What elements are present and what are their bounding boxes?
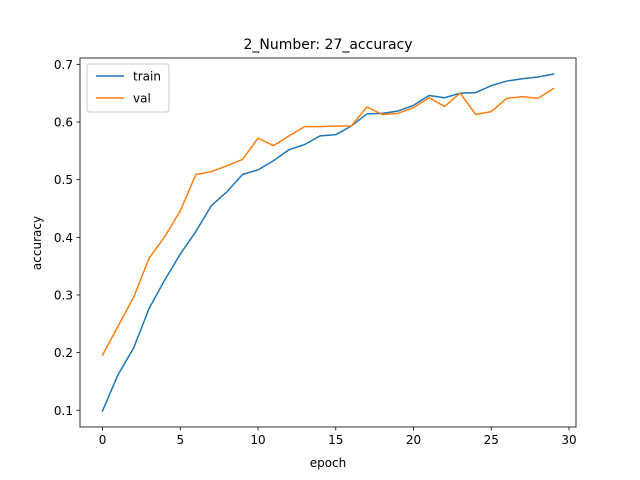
x-tick-label: 10	[250, 433, 265, 447]
x-tick-label: 30	[561, 433, 576, 447]
y-tick-label: 0.1	[54, 404, 73, 418]
y-tick-label: 0.6	[54, 115, 73, 129]
legend-label-val: val	[133, 92, 151, 106]
series-line-val	[101, 87, 555, 356]
x-tick-label: 25	[484, 433, 499, 447]
series-line-train	[101, 73, 555, 412]
legend: train val	[86, 63, 170, 113]
axes-frame	[79, 57, 577, 428]
y-tick-label: 0.3	[54, 288, 73, 302]
x-tick-label: 15	[328, 433, 343, 447]
y-tick-label: 0.4	[54, 231, 73, 245]
y-tick-label: 0.5	[54, 173, 73, 187]
y-axis-label: accuracy	[30, 216, 44, 270]
chart-title: 2_Number: 27_accuracy	[243, 37, 412, 53]
y-tick-label: 0.2	[54, 346, 73, 360]
x-tick-label: 20	[406, 433, 421, 447]
x-axis-label: epoch	[310, 456, 347, 470]
plot-area: 0 5 10 15 20 25 30 0.1 0.2 0.3 0.4 0.5 0.6 0.7	[54, 57, 577, 447]
x-tick-label: 5	[176, 433, 184, 447]
legend-label-train: train	[133, 70, 161, 84]
y-tick-label: 0.7	[54, 58, 73, 72]
x-tick-label: 0	[99, 433, 107, 447]
